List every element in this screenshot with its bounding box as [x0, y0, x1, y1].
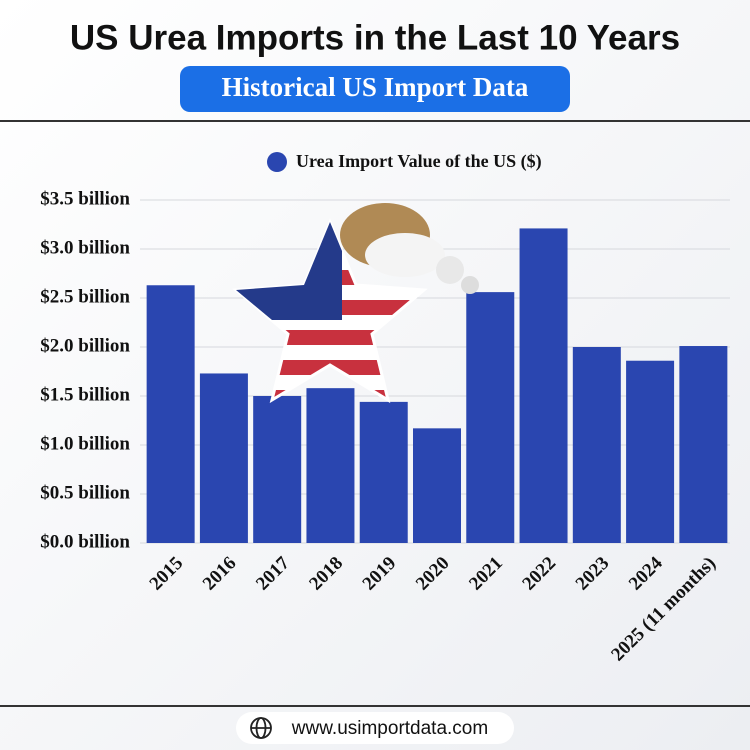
y-tick-label: $2.5 billion [40, 286, 130, 307]
y-tick-label: $3.5 billion [40, 188, 130, 209]
bar [199, 373, 248, 543]
bar [572, 347, 621, 543]
bar [466, 292, 515, 543]
y-tick-label: $1.5 billion [40, 384, 130, 405]
y-tick-label: $1.0 billion [40, 433, 130, 454]
bar [626, 360, 675, 543]
bar [306, 388, 355, 543]
bar [519, 228, 568, 544]
bar [146, 285, 195, 543]
footer-pill [236, 712, 514, 744]
bar [253, 396, 302, 543]
chart-title: US Urea Imports in the Last 10 Years [70, 18, 680, 57]
flag-star-illustration [232, 203, 479, 404]
footer-website: www.usimportdata.com [291, 718, 488, 739]
y-tick-label: $0.5 billion [40, 482, 130, 503]
y-tick-label: $3.0 billion [40, 237, 130, 258]
y-tick-label: $2.0 billion [40, 335, 130, 356]
legend-label: Urea Import Value of the US ($) [296, 151, 542, 172]
subtitle-pill [180, 66, 570, 112]
y-tick-label: $0.0 billion [40, 531, 130, 552]
bar [359, 401, 408, 543]
bar [679, 346, 728, 543]
bar [413, 428, 461, 543]
legend-marker [267, 152, 287, 172]
globe-icon [250, 717, 272, 739]
chart-subtitle: Historical US Import Data [222, 72, 529, 102]
